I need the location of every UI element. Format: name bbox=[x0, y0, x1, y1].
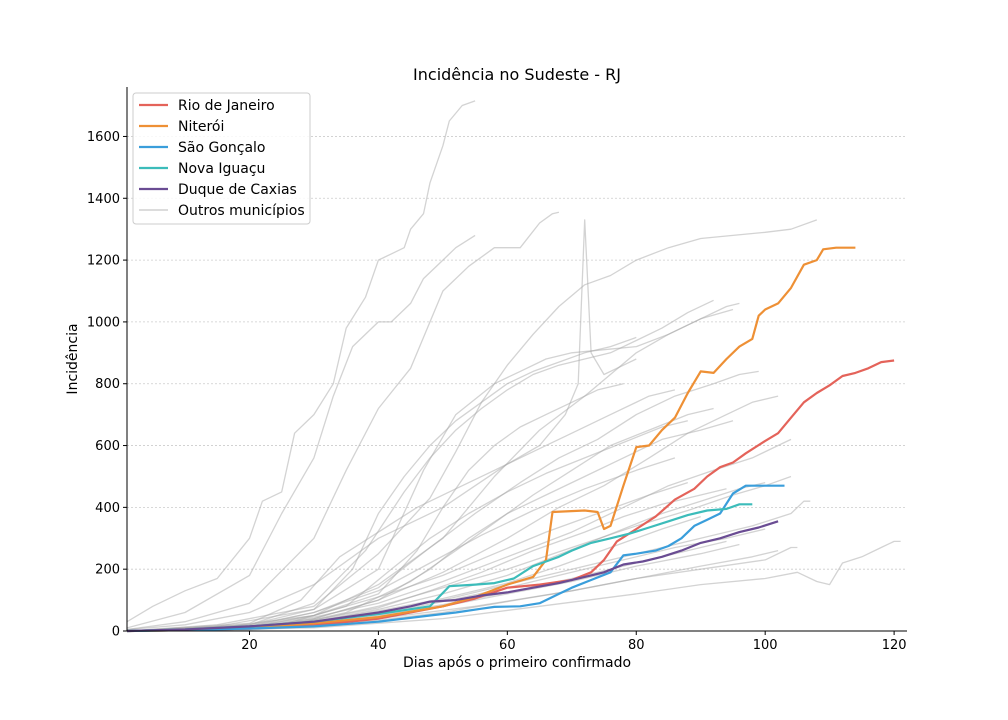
y-tick-label: 1200 bbox=[87, 254, 120, 269]
y-tick-label: 1400 bbox=[87, 192, 120, 207]
series-line-rio-de-janeiro bbox=[126, 359, 895, 633]
x-axis-ticks: 20 40 60 80 100 120 bbox=[241, 631, 907, 653]
other-municipality-line bbox=[126, 336, 637, 632]
other-municipality-line bbox=[126, 389, 676, 632]
series-line-nova-iguacu bbox=[126, 503, 753, 633]
series-line-sao-goncalo bbox=[126, 484, 785, 633]
other-municipality-line bbox=[126, 457, 676, 632]
y-tick-label: 1600 bbox=[87, 130, 120, 145]
y-tick-label: 400 bbox=[95, 501, 120, 516]
y-axis-ticks: 0 200 400 600 800 1000 1200 1400 1600 bbox=[87, 130, 127, 640]
axes bbox=[126, 87, 907, 632]
other-municipality-line bbox=[126, 308, 734, 632]
series-line-niteroi bbox=[126, 246, 856, 633]
chart-title: Incidência no Sudeste - RJ bbox=[413, 65, 621, 84]
legend-label: Duque de Caxias bbox=[178, 182, 297, 198]
other-municipality-line bbox=[126, 211, 560, 631]
other-municipality-line bbox=[126, 540, 901, 632]
x-axis-title: Dias após o primeiro confirmado bbox=[403, 655, 631, 671]
other-municipality-line bbox=[126, 481, 688, 632]
y-tick-label: 200 bbox=[95, 563, 120, 578]
series-line-duque-de-caxias bbox=[126, 520, 779, 633]
y-tick-label: 0 bbox=[112, 625, 120, 640]
legend-label: Outros municípios bbox=[178, 203, 305, 219]
legend-label: Rio de Janeiro bbox=[178, 98, 275, 114]
other-municipality-line bbox=[126, 546, 798, 632]
legend-label: Niterói bbox=[178, 119, 224, 135]
y-axis-title: Incidência bbox=[65, 323, 81, 394]
x-tick-label: 60 bbox=[499, 638, 516, 653]
other-municipality-line bbox=[126, 299, 714, 632]
x-tick-label: 120 bbox=[882, 638, 907, 653]
x-tick-label: 100 bbox=[753, 638, 778, 653]
y-tick-label: 600 bbox=[95, 439, 120, 454]
x-tick-label: 80 bbox=[628, 638, 645, 653]
other-municipalities-lines bbox=[126, 100, 901, 632]
x-tick-label: 40 bbox=[370, 638, 387, 653]
highlighted-series-lines bbox=[126, 246, 895, 633]
other-municipality-line bbox=[126, 100, 476, 623]
other-municipality-line bbox=[126, 438, 792, 632]
legend: Rio de Janeiro Niterói São Gonçalo Nova Igu… bbox=[132, 92, 311, 225]
other-municipality-line bbox=[126, 219, 637, 631]
y-tick-label: 1000 bbox=[87, 315, 120, 330]
x-tick-label: 20 bbox=[241, 638, 258, 653]
y-tick-label: 800 bbox=[95, 377, 120, 392]
legend-box bbox=[132, 92, 311, 225]
other-municipality-line bbox=[126, 540, 727, 632]
legend-label: São Gonçalo bbox=[178, 140, 266, 156]
legend-label: Nova Iguaçu bbox=[178, 161, 265, 177]
other-municipality-line bbox=[126, 407, 714, 632]
other-municipality-line bbox=[126, 234, 476, 629]
other-municipality-line bbox=[126, 219, 818, 632]
